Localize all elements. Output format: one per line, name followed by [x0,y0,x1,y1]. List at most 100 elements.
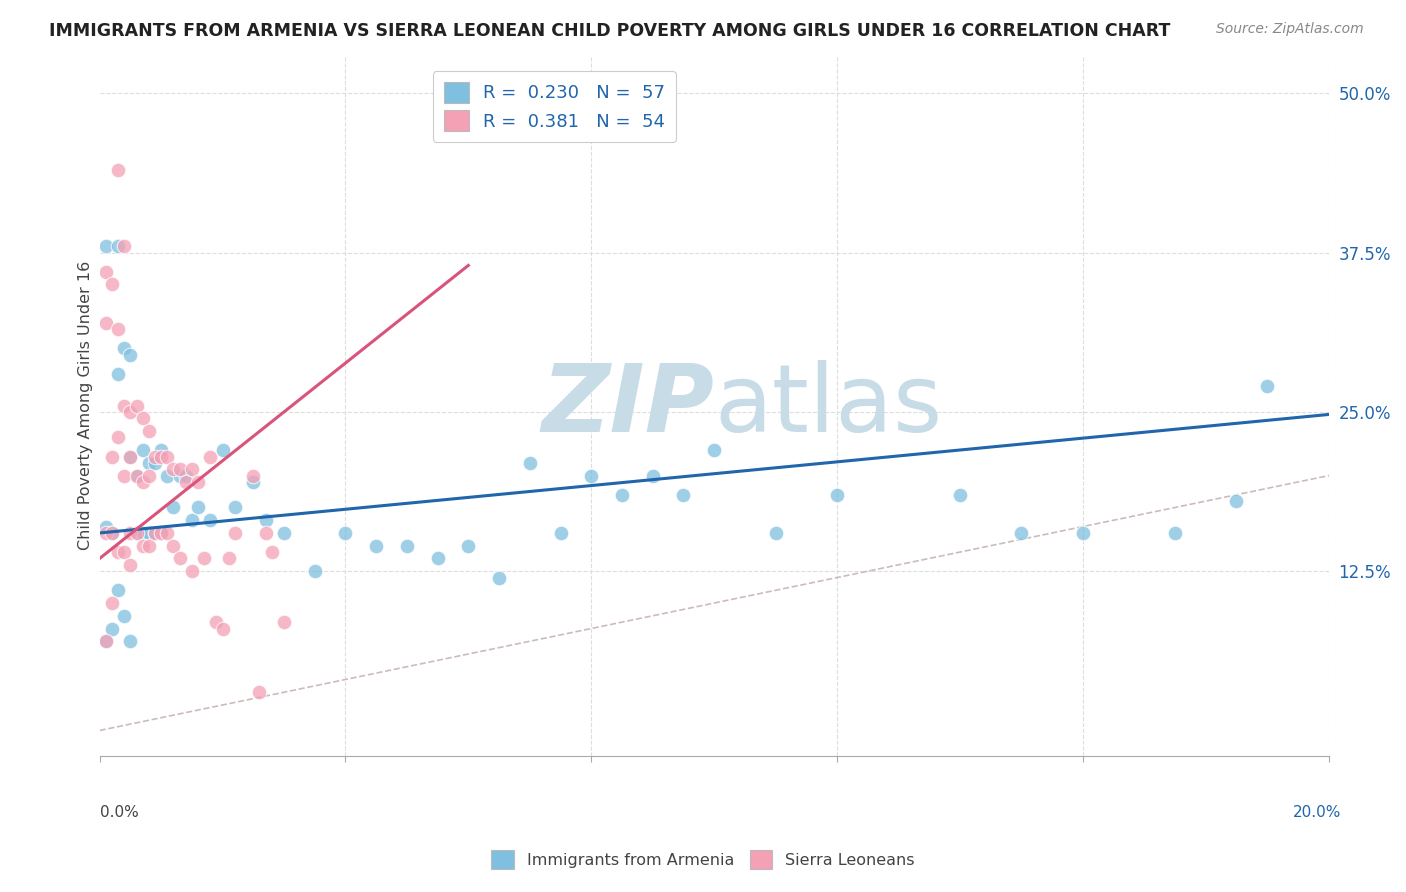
Point [120,634,142,648]
Point [143,525,166,540]
Point [107,367,129,381]
Point [156,525,179,540]
Point [1225,494,1247,508]
Point [169,468,191,483]
Point [187,500,209,515]
Point [249,685,271,699]
Text: IMMIGRANTS FROM ARMENIA VS SIERRA LEONEAN CHILD POVERTY AMONG GIRLS UNDER 16 COR: IMMIGRANTS FROM ARMENIA VS SIERRA LEONEA… [49,22,1171,40]
Point [120,450,142,464]
Point [641,468,664,483]
Point [174,468,197,483]
Point [112,468,135,483]
Point [273,615,295,629]
Point [131,411,153,425]
Point [200,513,222,527]
Point [304,564,326,578]
Point [120,450,142,464]
Point [131,475,153,489]
Point [112,239,135,253]
Point [125,468,148,483]
Point [1010,525,1032,540]
Point [112,341,135,355]
Point [457,539,479,553]
Text: ZIP: ZIP [541,359,714,451]
Point [156,450,179,464]
Point [211,443,233,458]
Point [120,558,142,572]
Point [150,525,173,540]
Point [550,525,572,540]
Point [112,545,135,559]
Point [581,468,603,483]
Point [138,525,160,540]
Point [703,443,725,458]
Point [101,525,124,540]
Point [101,525,124,540]
Point [488,570,510,584]
Point [107,430,129,444]
Point [125,399,148,413]
Point [94,239,117,253]
Point [107,545,129,559]
Point [112,399,135,413]
Point [672,488,695,502]
Point [120,348,142,362]
Point [125,525,148,540]
Point [107,322,129,336]
Point [112,608,135,623]
Point [138,424,160,438]
Point [131,539,153,553]
Point [107,583,129,598]
Point [150,443,173,458]
Point [94,634,117,648]
Point [101,622,124,636]
Point [143,456,166,470]
Point [125,468,148,483]
Text: Source: ZipAtlas.com: Source: ZipAtlas.com [1216,22,1364,37]
Point [107,239,129,253]
Point [162,500,184,515]
Point [242,475,264,489]
Point [224,500,246,515]
Point [143,525,166,540]
Point [254,525,277,540]
Point [101,450,124,464]
Point [125,525,148,540]
Point [156,468,179,483]
Point [426,551,449,566]
Point [131,525,153,540]
Legend: Immigrants from Armenia, Sierra Leoneans: Immigrants from Armenia, Sierra Leoneans [485,844,921,875]
Point [174,475,197,489]
Point [162,539,184,553]
Text: 0.0%: 0.0% [100,805,138,820]
Point [242,468,264,483]
Point [1071,525,1094,540]
Point [143,450,166,464]
Point [180,513,202,527]
Point [120,525,142,540]
Point [150,525,173,540]
Point [94,316,117,330]
Point [169,462,191,476]
Point [169,551,191,566]
Point [107,162,129,177]
Point [180,564,202,578]
Point [395,539,418,553]
Point [162,462,184,476]
Point [260,545,283,559]
Y-axis label: Child Poverty Among Girls Under 16: Child Poverty Among Girls Under 16 [79,261,93,550]
Point [101,596,124,610]
Point [224,525,246,540]
Text: 20.0%: 20.0% [1292,805,1341,820]
Point [335,525,357,540]
Point [94,525,117,540]
Text: atlas: atlas [714,359,942,451]
Point [765,525,787,540]
Point [187,475,209,489]
Point [211,622,233,636]
Point [193,551,215,566]
Point [205,615,228,629]
Point [138,539,160,553]
Point [1256,379,1278,393]
Point [138,456,160,470]
